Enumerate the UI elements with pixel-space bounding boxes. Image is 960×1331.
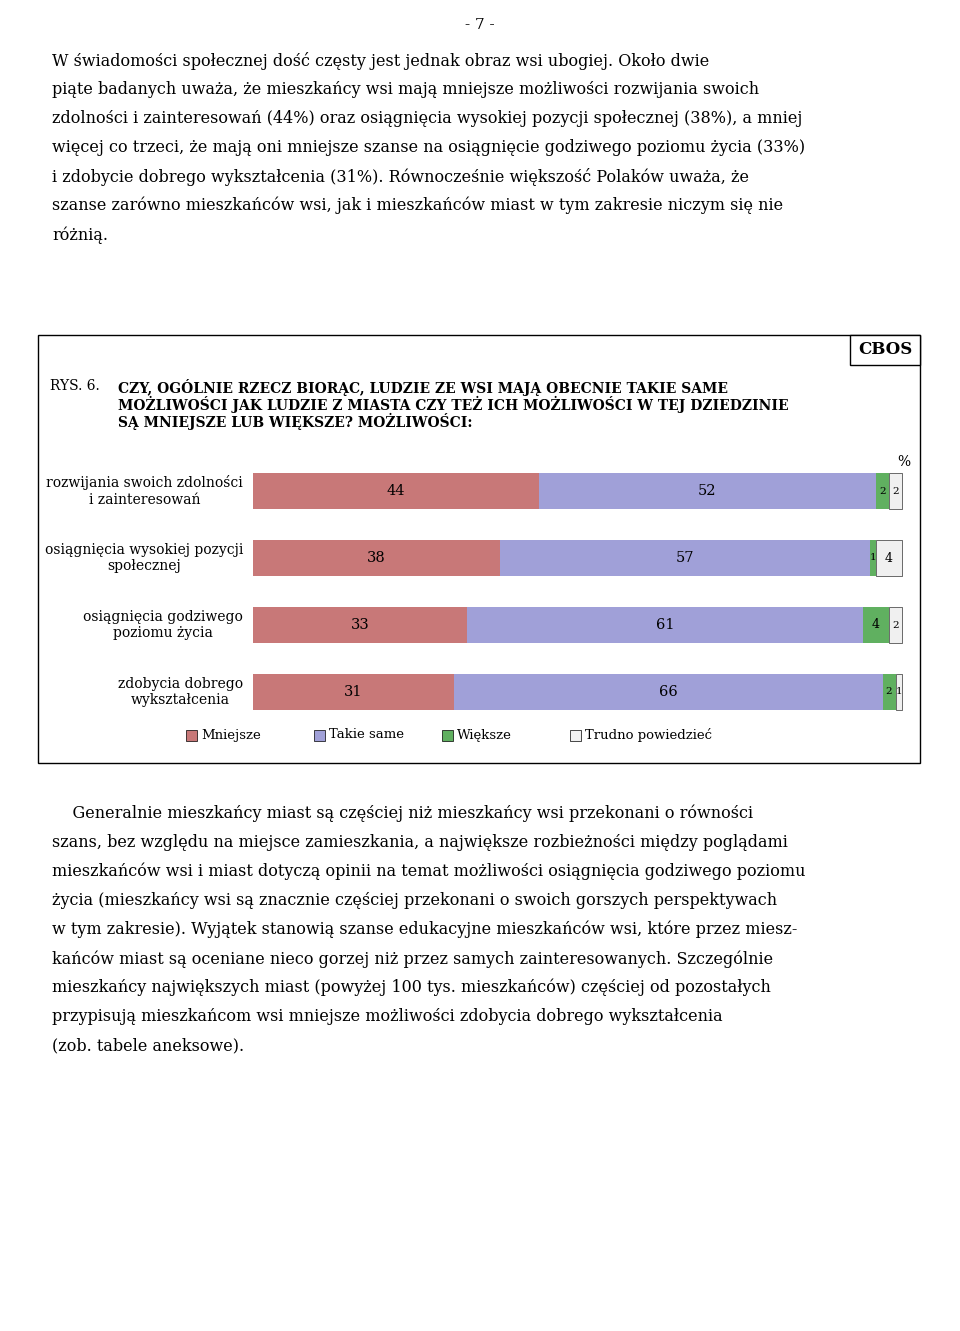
Bar xyxy=(876,540,902,576)
Bar xyxy=(539,473,876,508)
Text: W świadomości społecznej dość częsty jest jednak obraz wsi ubogiej. Około dwie: W świadomości społecznej dość częsty jes… xyxy=(52,52,709,71)
Text: zdolności i zainteresowań (44%) oraz osiągnięcia wysokiej pozycji społecznej (38: zdolności i zainteresowań (44%) oraz osi… xyxy=(52,110,803,126)
Text: kańców miast są oceniane nieco gorzej niż przez samych zainteresowanych. Szczegó: kańców miast są oceniane nieco gorzej ni… xyxy=(52,950,773,968)
Bar xyxy=(186,729,197,740)
Text: Trudno powiedzieć: Trudno powiedzieć xyxy=(585,728,712,741)
Text: osiągnięcia wysokiej pozycji
społecznej: osiągnięcia wysokiej pozycji społecznej xyxy=(44,543,243,574)
Bar xyxy=(863,607,889,643)
Text: SĄ MNIEJSZE LUB WIĘKSZE? MOŻLIWOŚCI:: SĄ MNIEJSZE LUB WIĘKSZE? MOŻLIWOŚCI: xyxy=(118,413,472,430)
Text: 2: 2 xyxy=(879,487,886,495)
Text: CBOS: CBOS xyxy=(858,342,912,358)
Text: 1: 1 xyxy=(870,554,876,563)
Text: różnią.: różnią. xyxy=(52,226,108,244)
Bar xyxy=(896,673,902,709)
Bar xyxy=(468,607,863,643)
Text: 2: 2 xyxy=(886,688,893,696)
Text: w tym zakresie). Wyjątek stanowią szanse edukacyjne mieszkańców wsi, które przez: w tym zakresie). Wyjątek stanowią szanse… xyxy=(52,921,798,938)
Bar xyxy=(314,729,325,740)
Text: RYS. 6.: RYS. 6. xyxy=(50,379,100,393)
Bar xyxy=(442,729,453,740)
Bar xyxy=(454,673,882,709)
Bar xyxy=(850,335,920,365)
Text: 4: 4 xyxy=(872,619,880,631)
Text: mieszkańców wsi i miast dotyczą opinii na temat możliwości osiągnięcia godziwego: mieszkańców wsi i miast dotyczą opinii n… xyxy=(52,862,805,881)
Text: 66: 66 xyxy=(659,685,678,699)
Text: 31: 31 xyxy=(345,685,363,699)
Bar xyxy=(38,335,920,763)
Text: 52: 52 xyxy=(698,484,716,498)
Text: zdobycia dobrego
wykształcenia: zdobycia dobrego wykształcenia xyxy=(118,677,243,707)
Text: rozwijania swoich zdolności
i zainteresowań: rozwijania swoich zdolności i zaintereso… xyxy=(46,475,243,507)
Text: MOŻLIWOŚCI JAK LUDZIE Z MIASTA CZY TEŻ ICH MOŻLIWOŚCI W TEJ DZIEDZINIE: MOŻLIWOŚCI JAK LUDZIE Z MIASTA CZY TEŻ I… xyxy=(118,397,788,413)
Bar xyxy=(253,673,454,709)
Text: 44: 44 xyxy=(387,484,405,498)
Text: więcej co trzeci, że mają oni mniejsze szanse na osiągnięcie godziwego poziomu ż: więcej co trzeci, że mają oni mniejsze s… xyxy=(52,138,805,156)
Text: szanse zarówno mieszkańców wsi, jak i mieszkańców miast w tym zakresie niczym si: szanse zarówno mieszkańców wsi, jak i mi… xyxy=(52,197,783,214)
Text: 61: 61 xyxy=(656,618,674,632)
Bar xyxy=(253,473,539,508)
Bar xyxy=(889,607,902,643)
Text: 4: 4 xyxy=(885,551,893,564)
Text: przypisują mieszkańcom wsi mniejsze możliwości zdobycia dobrego wykształcenia: przypisują mieszkańcom wsi mniejsze możl… xyxy=(52,1008,723,1025)
Text: mieszkańcy największych miast (powyżej 100 tys. mieszkańców) częściej od pozosta: mieszkańcy największych miast (powyżej 1… xyxy=(52,980,771,997)
Bar xyxy=(876,473,889,508)
Text: 57: 57 xyxy=(675,551,694,564)
Text: Generalnie mieszkańcy miast są częściej niż mieszkańcy wsi przekonani o równości: Generalnie mieszkańcy miast są częściej … xyxy=(52,805,754,823)
Bar xyxy=(499,540,870,576)
Text: osiągnięcia godziwego
poziomu życia: osiągnięcia godziwego poziomu życia xyxy=(84,610,243,640)
Text: 38: 38 xyxy=(367,551,386,564)
Bar xyxy=(253,540,499,576)
Text: %: % xyxy=(897,455,910,469)
Text: - 7 -: - 7 - xyxy=(466,19,494,32)
Text: (zob. tabele aneksowe).: (zob. tabele aneksowe). xyxy=(52,1037,244,1054)
Bar xyxy=(253,607,468,643)
Text: szans, bez względu na miejsce zamieszkania, a największe rozbieżności między pog: szans, bez względu na miejsce zamieszkan… xyxy=(52,835,788,851)
Text: życia (mieszkańcy wsi są znacznie częściej przekonani o swoich gorszych perspekt: życia (mieszkańcy wsi są znacznie części… xyxy=(52,892,778,909)
Text: Większe: Większe xyxy=(457,728,512,741)
Text: 2: 2 xyxy=(892,487,899,495)
Text: Takie same: Takie same xyxy=(329,728,404,741)
Text: i zdobycie dobrego wykształcenia (31%). Równocześnie większość Polaków uważa, że: i zdobycie dobrego wykształcenia (31%). … xyxy=(52,168,749,186)
Bar xyxy=(889,473,902,508)
Bar xyxy=(870,540,876,576)
Text: piąte badanych uważa, że mieszkańcy wsi mają mniejsze możliwości rozwijania swoi: piąte badanych uważa, że mieszkańcy wsi … xyxy=(52,81,759,98)
Bar xyxy=(882,673,896,709)
Text: Mniejsze: Mniejsze xyxy=(201,728,261,741)
Text: CZY, OGÓLNIE RZECZ BIORĄC, LUDZIE ZE WSI MAJĄ OBECNIE TAKIE SAME: CZY, OGÓLNIE RZECZ BIORĄC, LUDZIE ZE WSI… xyxy=(118,379,728,397)
Text: 2: 2 xyxy=(892,620,899,630)
Text: 1: 1 xyxy=(896,688,902,696)
Bar xyxy=(570,729,581,740)
Text: 33: 33 xyxy=(350,618,370,632)
